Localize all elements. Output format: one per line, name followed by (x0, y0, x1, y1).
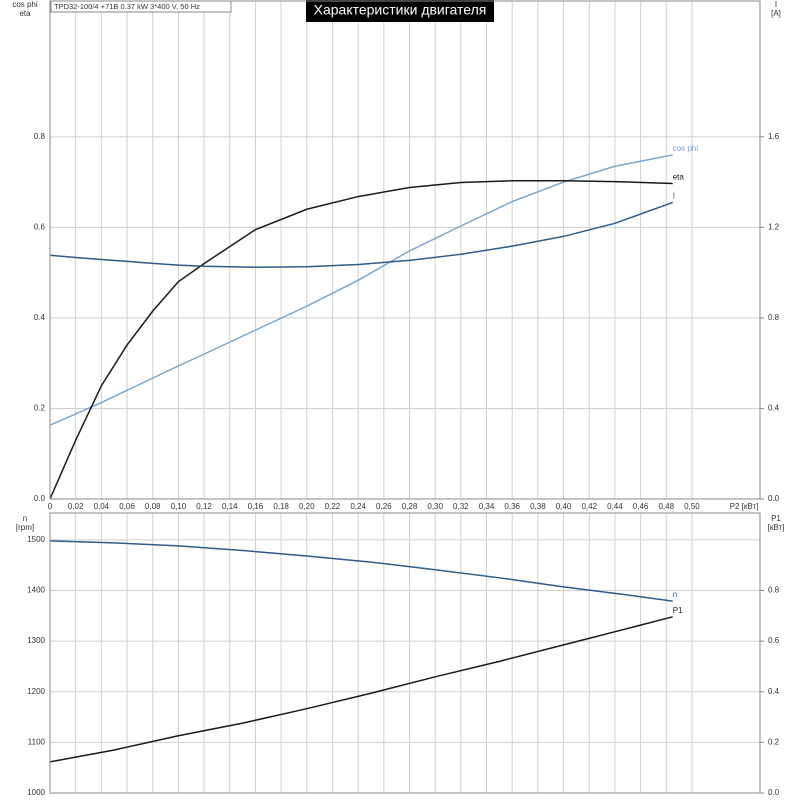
y2-tick-label: 0.2 (768, 737, 780, 746)
y2-tick-label: 0.0 (768, 494, 780, 503)
x-tick-label: 0,12 (196, 502, 212, 511)
annotation: TPD32-100/4 +71B 0.37 kW 3*400 V, 50 Hz (54, 2, 200, 11)
x-tick-label: 0,36 (504, 502, 520, 511)
series-label: P1 (673, 606, 683, 615)
chart-title: Характеристики двигателя (314, 2, 487, 18)
y2-tick-label: 0.4 (768, 687, 780, 696)
series-label: cos phi (673, 144, 699, 153)
x-tick-label: 0,30 (427, 502, 443, 511)
series-line (49, 616, 673, 763)
mark-layer (49, 154, 673, 763)
series-label: I (673, 192, 675, 201)
grid-layer (49, 1, 760, 794)
series-line (49, 179, 673, 500)
y-tick-label: 0.8 (34, 132, 46, 141)
x-tick-label: 0,40 (556, 502, 572, 511)
y-tick-label: 1200 (27, 687, 45, 696)
x-tick-label: 0,26 (376, 502, 392, 511)
plot-frame (49, 0, 761, 500)
y-tick-label: 0.6 (34, 222, 46, 231)
y2-label: [A] (771, 9, 781, 18)
y2-label: [кВт] (768, 523, 785, 532)
y-tick-label: 0.0 (34, 494, 46, 503)
x-tick-label: 0,20 (299, 502, 315, 511)
y-tick-label: 0.2 (34, 404, 46, 413)
x-tick-label: 0,02 (68, 502, 84, 511)
y-tick-label: 0.4 (34, 313, 46, 322)
x-tick-label: 0,06 (119, 502, 135, 511)
series-line (49, 540, 673, 602)
x-tick-label: 0,42 (581, 502, 597, 511)
title-box (306, 0, 494, 22)
x-tick-label: 0,18 (273, 502, 289, 511)
x-tick-label: 0,10 (171, 502, 187, 511)
y2-tick-label: 0.0 (768, 788, 780, 797)
y2-label: I (775, 0, 777, 9)
plot-frame (49, 512, 761, 794)
y-label: cos phi (12, 0, 38, 9)
x-label: P2 [кВт] (730, 502, 759, 511)
y-label: eta (19, 9, 31, 18)
x-tick-label: 0,32 (453, 502, 469, 511)
x-tick-label: 0,46 (633, 502, 649, 511)
y2-tick-label: 1.2 (768, 222, 780, 231)
series-line (49, 154, 673, 426)
y-tick-label: 1300 (27, 636, 45, 645)
x-tick-label: 0,28 (402, 502, 418, 511)
x-tick-label: 0,16 (248, 502, 264, 511)
y-tick-label: 1500 (27, 535, 45, 544)
y2-tick-label: 0.8 (768, 586, 780, 595)
series-line (49, 201, 673, 268)
y-tick-label: 1000 (27, 788, 45, 797)
x-tick-label: 0,50 (684, 502, 700, 511)
y2-label: P1 (771, 514, 781, 523)
y2-tick-label: 0.6 (768, 636, 780, 645)
y-tick-label: 1100 (28, 737, 46, 746)
y2-tick-label: 0.4 (768, 404, 780, 413)
x-tick-label: 0,04 (94, 502, 110, 511)
x-tick-label: 0 (48, 502, 53, 511)
x-tick-label: 0,24 (350, 502, 366, 511)
series-label: eta (673, 173, 685, 182)
x-tick-label: 0,08 (145, 502, 161, 511)
x-tick-label: 0,44 (607, 502, 623, 511)
y-label: n (23, 514, 27, 523)
x-tick-label: 0,22 (325, 502, 341, 511)
y2-tick-label: 1.6 (768, 132, 780, 141)
y2-tick-label: 0.8 (768, 313, 780, 322)
y-tick-label: 1400 (27, 586, 45, 595)
series-label: n (673, 590, 677, 599)
x-tick-label: 0,34 (479, 502, 495, 511)
y-label: [rpm] (16, 523, 34, 532)
x-tick-label: 0,48 (658, 502, 674, 511)
x-tick-label: 0,14 (222, 502, 238, 511)
x-tick-label: 0,38 (530, 502, 546, 511)
